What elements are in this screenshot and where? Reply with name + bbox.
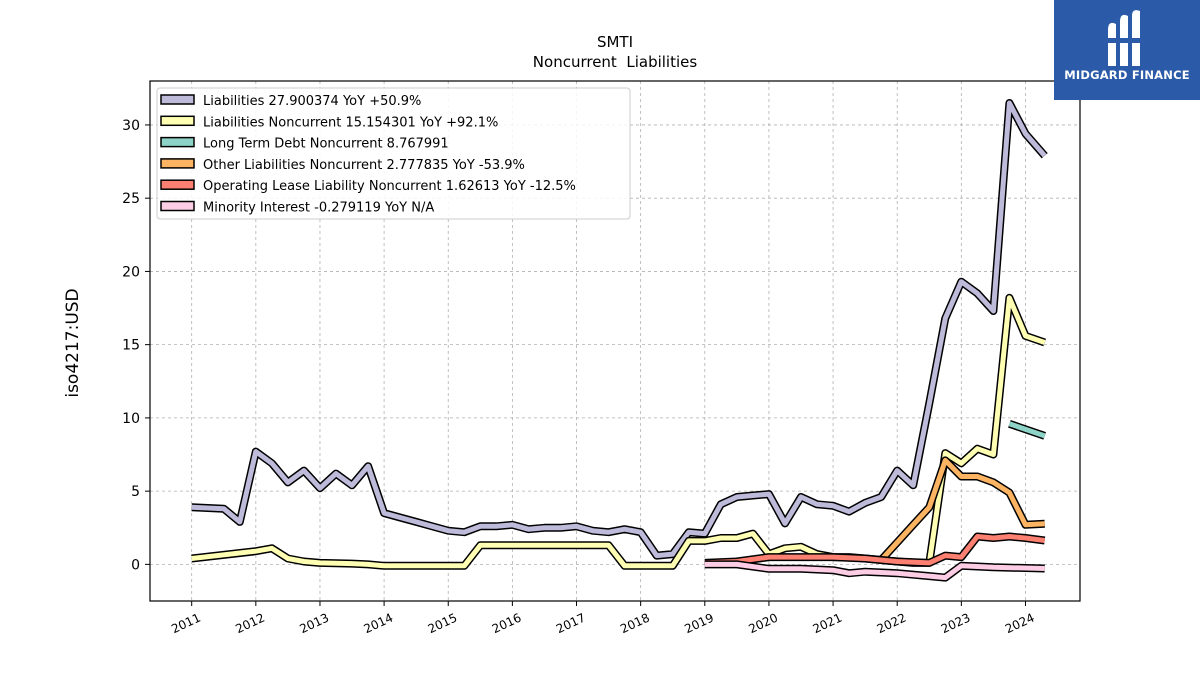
legend-swatch <box>160 115 195 127</box>
y-tick-label: 0 <box>131 557 140 573</box>
x-tick-label: 2012 <box>233 611 267 637</box>
legend-swatch <box>160 136 195 148</box>
y-tick-label: 15 <box>122 338 140 354</box>
legend: Liabilities 27.900374 YoY +50.9% Liabilit… <box>156 87 631 220</box>
x-tick-label: 2018 <box>618 611 652 637</box>
x-tick-label: 2022 <box>875 611 909 637</box>
legend-swatch <box>160 179 195 190</box>
legend-label: Other Liabilities Noncurrent 2.777835 Yo… <box>203 158 525 173</box>
logo-text: MIDGARD FINANCE <box>1064 68 1190 82</box>
x-tick-label: 2023 <box>939 611 973 637</box>
series-line-minority-interest <box>704 561 1045 581</box>
series-lines <box>191 99 1048 582</box>
legend-label: Liabilities Noncurrent 15.154301 YoY +92… <box>203 115 498 130</box>
legend-label: Operating Lease Liability Noncurrent 1.6… <box>203 179 576 194</box>
midgard-logo-icon <box>1106 10 1144 67</box>
x-tick-label: 2021 <box>811 611 845 637</box>
legend-label: Minority Interest -0.279119 YoY N/A <box>203 201 434 216</box>
series-line-operating-lease-liability-noncurrent <box>704 534 1046 566</box>
x-tick-label: 2017 <box>554 611 588 637</box>
chart-title: SMTI <box>597 33 633 51</box>
x-tick-label: 2014 <box>362 611 396 637</box>
x-tick-label: 2013 <box>297 611 331 637</box>
x-tick-label: 2019 <box>682 611 716 637</box>
series-line-other-liabilities-noncurrent <box>879 457 1045 562</box>
series-line-liabilities <box>191 100 1047 559</box>
midgard-finance-logo: MIDGARD FINANCE <box>1054 0 1200 100</box>
y-tick-label: 20 <box>122 264 140 280</box>
legend-label: Long Term Debt Noncurrent 8.767991 <box>203 137 449 152</box>
y-tick-label: 5 <box>131 484 140 500</box>
y-tick-label: 10 <box>122 411 140 427</box>
y-tick-label: 30 <box>122 118 140 134</box>
chart-subtitle: Noncurrent Liabilities <box>533 53 698 71</box>
x-tick-label: 2015 <box>426 611 460 637</box>
x-tick-label: 2020 <box>746 611 780 637</box>
y-tick-label: 25 <box>122 191 140 207</box>
legend-frame <box>156 87 631 220</box>
plot-area-frame <box>149 80 1081 602</box>
legend-swatch <box>160 200 195 212</box>
series-line-long-term-debt-noncurrent <box>1008 421 1046 439</box>
legend-swatch <box>160 158 195 169</box>
x-tick-label: 2024 <box>1003 611 1037 637</box>
legend-swatch <box>160 94 195 105</box>
x-tick-label: 2011 <box>169 611 203 637</box>
x-tick-label: 2016 <box>490 611 524 637</box>
y-axis-label: iso4217:USD <box>63 288 83 397</box>
legend-label: Liabilities 27.900374 YoY +50.9% <box>203 94 421 109</box>
